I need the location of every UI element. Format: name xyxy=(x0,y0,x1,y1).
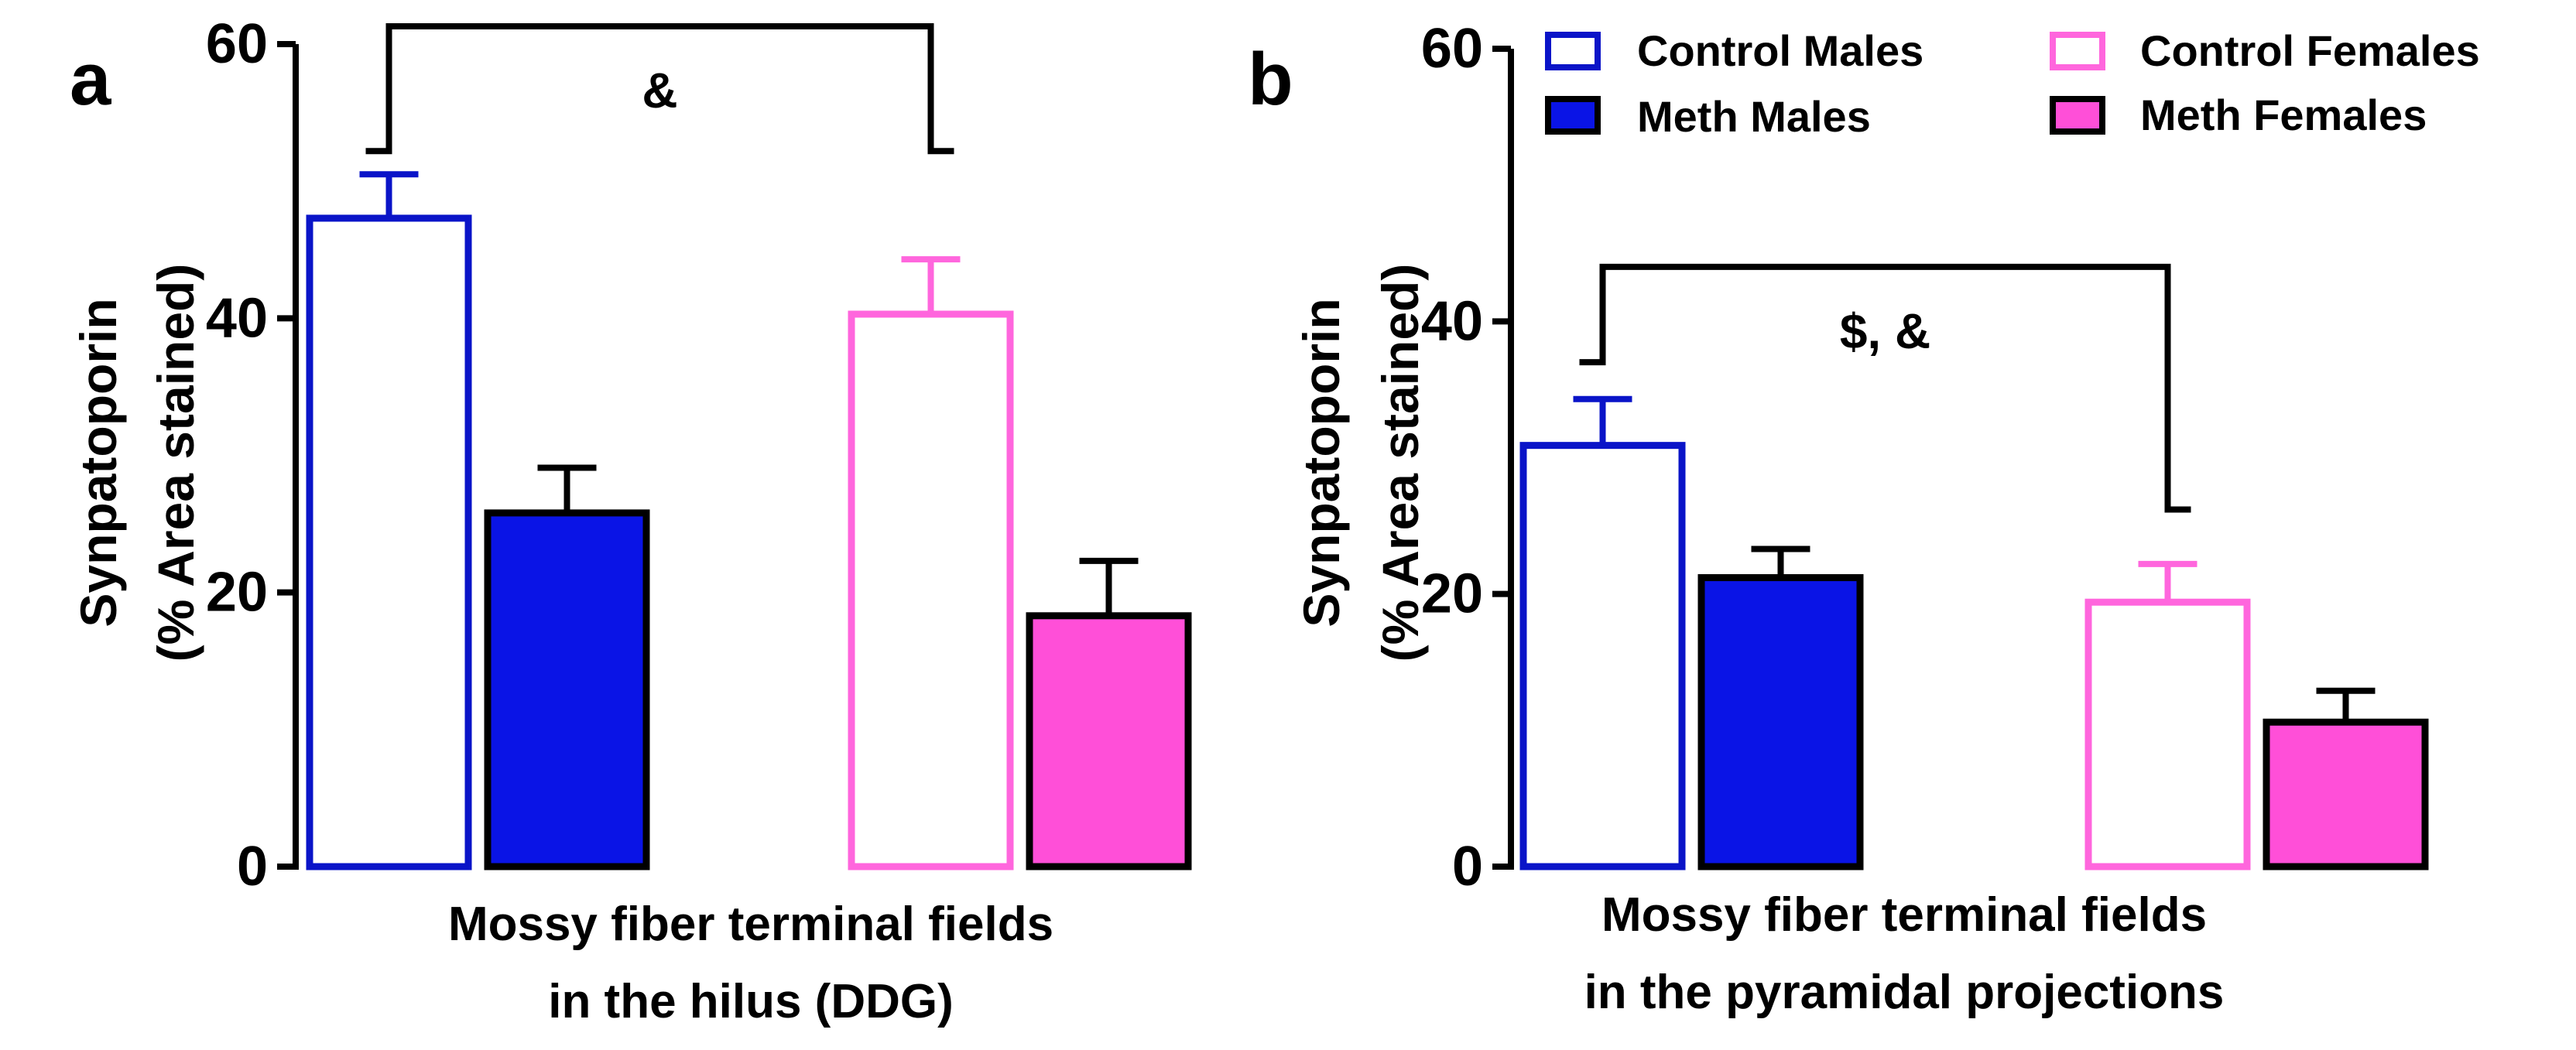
significance-label-a: & xyxy=(642,63,677,118)
bar-a-control-females xyxy=(848,310,1014,870)
y-tick-label-b-0: 0 xyxy=(1452,836,1483,898)
bar-b-control-males xyxy=(1519,442,1686,870)
bar-a-control-males xyxy=(306,214,472,870)
legend-swatch-control-females xyxy=(2050,32,2105,70)
legend-swatch-control-males xyxy=(1545,32,1601,70)
significance-bracket-a xyxy=(365,22,954,155)
y-tick-label-b-20: 20 xyxy=(1421,563,1483,625)
chart-b: 0 20 40 60 Synpatoporin (% Area stained) Mossy… xyxy=(1293,18,2429,1019)
y-axis-label-b-line1: Synpatoporin xyxy=(1293,298,1350,627)
panel-a-label: a xyxy=(70,38,111,121)
legend-label-control-females: Control Females xyxy=(2140,26,2480,75)
y-tick-label-a-40: 40 xyxy=(206,287,268,349)
x-axis-label-a-line1: Mossy fiber terminal fields xyxy=(448,898,1053,951)
y-axis-label-b-line2: (% Area stained) xyxy=(1372,264,1429,662)
bar-b-control-females xyxy=(2084,598,2251,870)
bar-a-meth-females xyxy=(1026,612,1192,870)
y-tick-label-a-20: 20 xyxy=(206,562,268,624)
panel-b-label: b xyxy=(1248,38,1293,121)
legend-label-control-males: Control Males xyxy=(1637,26,1923,75)
x-axis-label-b-line2: in the pyramidal projections xyxy=(1584,966,2225,1019)
chart-a: 0 20 40 60 Synpatoporin (% Area stained) Mossy… xyxy=(70,13,1192,1028)
bar-a-meth-males xyxy=(484,509,650,870)
significance-label-b: $, & xyxy=(1840,303,1930,359)
legend-swatch-meth-males xyxy=(1545,96,1601,135)
x-axis-label-b-line1: Mossy fiber terminal fields xyxy=(1601,888,2207,942)
significance-bracket-b xyxy=(1579,263,2191,513)
y-axis-label-a-line1: Synpatoporin xyxy=(70,298,127,627)
legend-label-meth-males: Meth Males xyxy=(1637,92,1871,141)
legend: Control Males Meth Males Control Females… xyxy=(1545,26,2480,141)
y-tick-label-b-40: 40 xyxy=(1421,290,1483,352)
legend-label-meth-females: Meth Females xyxy=(2140,91,2427,139)
y-tick-label-a-60: 60 xyxy=(206,13,268,75)
legend-swatch-meth-females xyxy=(2050,96,2105,135)
bar-b-meth-females xyxy=(2263,718,2429,870)
y-tick-label-a-0: 0 xyxy=(237,836,268,898)
y-tick-label-b-60: 60 xyxy=(1421,18,1483,80)
x-axis-label-a-line2: in the hilus (DDG) xyxy=(548,975,954,1028)
bar-b-meth-males xyxy=(1697,574,1864,870)
y-axis-label-a-line2: (% Area stained) xyxy=(147,264,204,662)
